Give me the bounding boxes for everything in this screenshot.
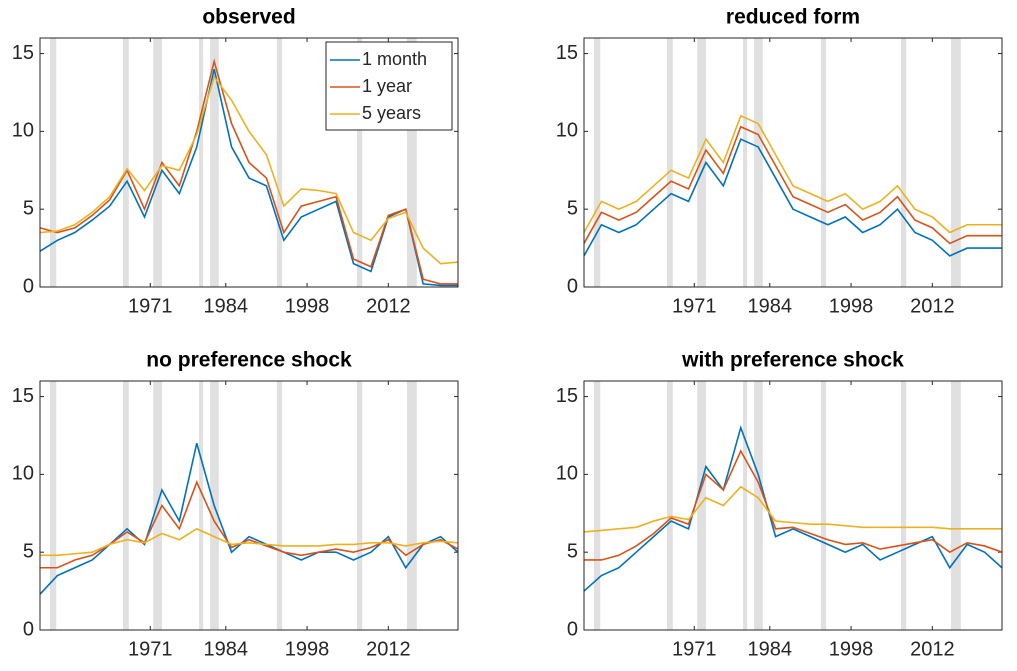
recession-band xyxy=(153,38,162,287)
legend: 1 month 1 year 5 years xyxy=(325,41,453,131)
x-tick-label: 1998 xyxy=(829,638,874,660)
y-tick-label: 5 xyxy=(23,197,34,219)
series-line xyxy=(583,138,1002,257)
x-tick-label: 2012 xyxy=(910,295,955,317)
recession-band xyxy=(593,381,601,630)
recession-band xyxy=(697,38,706,287)
legend-label: 1 month xyxy=(362,49,427,69)
y-tick-label: 10 xyxy=(12,120,34,142)
recession-band xyxy=(900,381,907,630)
y-tick-label: 0 xyxy=(23,275,34,297)
recession-band xyxy=(820,38,827,287)
recession-band xyxy=(199,381,204,630)
series-line xyxy=(583,114,1002,234)
axes-frame xyxy=(583,380,1003,631)
recession-band xyxy=(49,38,57,287)
plot-area xyxy=(584,381,1002,630)
recession-band xyxy=(199,38,204,287)
recession-band xyxy=(123,381,129,630)
chart-title: with preference shock xyxy=(681,349,904,372)
y-tick-label: 10 xyxy=(556,120,578,142)
recession-band xyxy=(406,381,417,630)
recession-band xyxy=(950,38,961,287)
recession-band xyxy=(754,38,763,287)
x-tick-label: 1971 xyxy=(672,638,717,660)
y-tick-label: 10 xyxy=(556,463,578,485)
y-tick-label: 0 xyxy=(567,618,578,640)
x-tick-label: 1971 xyxy=(128,295,173,317)
y-tick-label: 5 xyxy=(567,197,578,219)
recession-band xyxy=(900,38,907,287)
subplot: with preference shock 0 5 10 15 1971 1984 1998 2… xyxy=(556,349,1003,660)
legend-box xyxy=(325,41,453,131)
series-line xyxy=(584,449,1003,561)
series-line xyxy=(583,425,1003,592)
series-line xyxy=(39,58,458,285)
recession-band xyxy=(743,38,748,287)
x-tick-label: 2012 xyxy=(910,638,955,660)
y-tick-label: 5 xyxy=(567,540,578,562)
y-tick-label: 10 xyxy=(12,463,34,485)
recession-band xyxy=(356,381,363,630)
y-tick-label: 15 xyxy=(12,385,34,407)
x-tick-label: 1984 xyxy=(748,295,793,317)
recession-band xyxy=(276,38,283,287)
recession-band xyxy=(276,381,283,630)
subplot: reduced form 0 5 10 15 1971 1984 1998 2012 xyxy=(556,6,1003,317)
plot-area xyxy=(584,38,1002,287)
series-line xyxy=(40,527,459,557)
chart-title: no preference shock xyxy=(146,349,352,372)
axes-frame xyxy=(583,37,1003,288)
chart-title: observed xyxy=(202,6,295,29)
y-tick-label: 0 xyxy=(23,618,34,640)
subplot: observed 0 5 10 15 1971 1984 1998 2012 1 month 1 y… xyxy=(12,6,459,317)
legend-label: 1 year xyxy=(362,76,412,96)
x-tick-label: 1998 xyxy=(285,638,330,660)
x-tick-label: 2012 xyxy=(366,295,411,317)
legend-label: 5 years xyxy=(362,103,421,123)
x-tick-label: 1971 xyxy=(128,638,173,660)
y-tick-label: 15 xyxy=(556,42,578,64)
x-tick-label: 1984 xyxy=(748,638,793,660)
y-tick-label: 5 xyxy=(23,540,34,562)
y-tick-label: 15 xyxy=(556,385,578,407)
recession-band xyxy=(697,381,706,630)
subplot: no preference shock 0 5 10 15 1971 1984 1998 201… xyxy=(12,349,459,660)
recession-band xyxy=(210,38,219,287)
x-tick-label: 1984 xyxy=(204,295,249,317)
axes-frame xyxy=(39,37,459,288)
chart-title: reduced form xyxy=(726,6,860,29)
y-tick-label: 15 xyxy=(12,42,34,64)
x-tick-label: 1971 xyxy=(672,295,717,317)
axes-frame xyxy=(39,380,459,631)
recession-band xyxy=(667,381,673,630)
recession-band xyxy=(950,381,961,630)
recession-band xyxy=(356,38,363,287)
x-tick-label: 1984 xyxy=(204,638,249,660)
y-tick-label: 0 xyxy=(567,275,578,297)
recession-band xyxy=(406,38,417,287)
recession-band xyxy=(820,381,827,630)
x-tick-label: 1998 xyxy=(285,295,330,317)
recession-band xyxy=(743,381,748,630)
recession-band xyxy=(593,38,601,287)
series-line xyxy=(39,75,459,265)
recession-band xyxy=(754,381,763,630)
recession-band xyxy=(49,381,57,630)
recession-band xyxy=(123,38,129,287)
series-line xyxy=(583,485,1002,533)
recession-band xyxy=(667,38,673,287)
x-tick-label: 1998 xyxy=(829,295,874,317)
x-tick-label: 2012 xyxy=(366,638,411,660)
plot-area xyxy=(40,381,458,630)
series-line xyxy=(583,125,1002,245)
